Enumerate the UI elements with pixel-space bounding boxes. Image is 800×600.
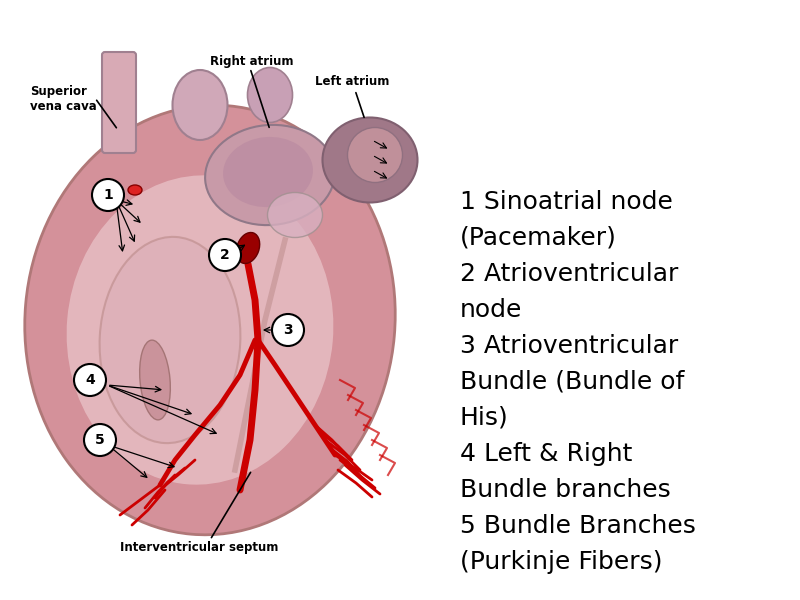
Ellipse shape <box>66 175 334 485</box>
Text: 5: 5 <box>95 433 105 447</box>
Ellipse shape <box>25 105 395 535</box>
Ellipse shape <box>347 127 402 182</box>
Ellipse shape <box>223 137 313 207</box>
Text: 2 Atrioventricular: 2 Atrioventricular <box>460 262 678 286</box>
Circle shape <box>272 314 304 346</box>
Circle shape <box>74 364 106 396</box>
Text: Left atrium: Left atrium <box>315 75 390 88</box>
Circle shape <box>92 179 124 211</box>
Circle shape <box>84 424 116 456</box>
Text: Bundle (Bundle of: Bundle (Bundle of <box>460 370 684 394</box>
Text: 3: 3 <box>283 323 293 337</box>
Ellipse shape <box>173 70 227 140</box>
Ellipse shape <box>322 118 418 202</box>
Text: 3 Atrioventricular: 3 Atrioventricular <box>460 334 678 358</box>
Text: Superior
vena cava: Superior vena cava <box>30 85 97 113</box>
Circle shape <box>209 239 241 271</box>
Text: 4: 4 <box>85 373 95 387</box>
Text: 2: 2 <box>220 248 230 262</box>
FancyBboxPatch shape <box>102 52 136 153</box>
Ellipse shape <box>140 340 170 420</box>
Text: node: node <box>460 298 522 322</box>
Text: 4 Left & Right: 4 Left & Right <box>460 442 632 466</box>
Text: Interventricular septum: Interventricular septum <box>120 541 278 554</box>
Text: His): His) <box>460 406 509 430</box>
Text: 1 Sinoatrial node: 1 Sinoatrial node <box>460 190 673 214</box>
Ellipse shape <box>99 237 241 443</box>
Text: (Pacemaker): (Pacemaker) <box>460 226 617 250</box>
Ellipse shape <box>205 125 335 225</box>
Text: Right atrium: Right atrium <box>210 55 294 68</box>
Text: (Purkinje Fibers): (Purkinje Fibers) <box>460 550 662 574</box>
Text: Bundle branches: Bundle branches <box>460 478 670 502</box>
Text: 1: 1 <box>103 188 113 202</box>
Ellipse shape <box>267 193 322 238</box>
Ellipse shape <box>236 233 260 263</box>
Ellipse shape <box>128 185 142 195</box>
Ellipse shape <box>247 67 293 122</box>
Text: 5 Bundle Branches: 5 Bundle Branches <box>460 514 696 538</box>
